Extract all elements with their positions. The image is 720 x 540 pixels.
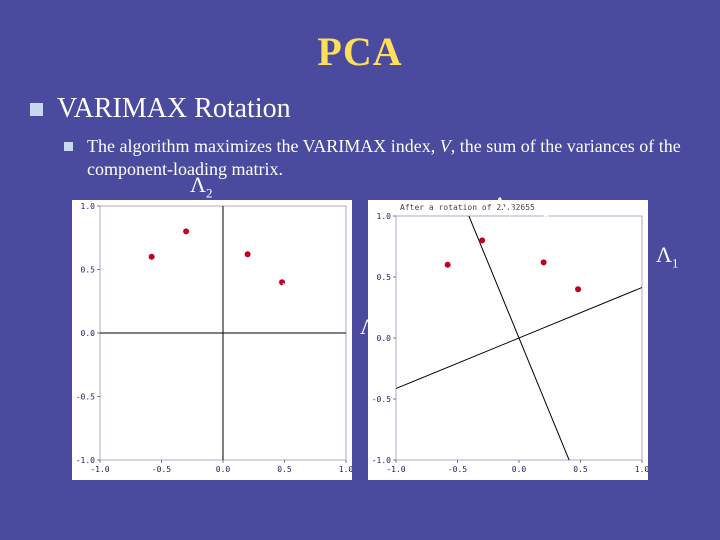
heading-text: VARIMAX Rotation (57, 93, 291, 125)
svg-text:-0.5: -0.5 (152, 465, 171, 474)
svg-text:0.0: 0.0 (377, 334, 392, 343)
point-label-x2: x2 (244, 236, 258, 251)
svg-text:-0.5: -0.5 (76, 393, 95, 402)
bullet-icon (64, 142, 73, 151)
point-label-x4: x4 (282, 278, 296, 293)
svg-text:0.0: 0.0 (512, 465, 527, 474)
svg-text:-1.0: -1.0 (372, 456, 391, 465)
svg-text:0.0: 0.0 (216, 465, 231, 474)
svg-text:1.0: 1.0 (377, 212, 392, 221)
svg-text:1.0: 1.0 (339, 465, 352, 474)
content-area: VARIMAX Rotation The algorithm maximizes… (0, 75, 720, 180)
svg-text:1.0: 1.0 (81, 202, 96, 211)
point-label-x1: x1 (128, 236, 142, 251)
body-prefix: The algorithm maximizes the VARIMAX inde… (87, 136, 440, 156)
svg-text:0.5: 0.5 (573, 465, 588, 474)
body-row: The algorithm maximizes the VARIMAX inde… (64, 135, 690, 180)
svg-text:1.0: 1.0 (635, 465, 648, 474)
point-label-x3: x3 (536, 212, 550, 227)
slide-title: PCA (0, 0, 720, 75)
lambda1-label: Λ1 (656, 242, 678, 271)
svg-text:-1.0: -1.0 (90, 465, 109, 474)
lambda2-label: Λ2 (492, 192, 514, 221)
heading-row: VARIMAX Rotation (30, 93, 690, 125)
body-variable: V (440, 136, 451, 156)
chart-right: Λ2 Λ1 x1 x3 x2 x4 After a rotation of 22… (368, 200, 648, 480)
chart-left: Λ2 Λ1 x1 x3 x2 x4 -1.0-1.0-0.5-0.50.00.0… (72, 200, 352, 480)
svg-text:-1.0: -1.0 (76, 456, 95, 465)
svg-text:-0.5: -0.5 (372, 395, 391, 404)
chart-right-svg: After a rotation of 22.32655 -1.0-1.0 -0.5… (368, 200, 648, 480)
svg-text:After a rotation of 22.32655: After a rotation of 22.32655 (400, 203, 535, 212)
point-label-x2: x2 (608, 238, 622, 253)
bullet-icon (30, 103, 43, 116)
svg-text:0.0: 0.0 (81, 329, 96, 338)
svg-text:-1.0: -1.0 (386, 465, 405, 474)
svg-text:0.5: 0.5 (81, 266, 96, 275)
point-label-x3: x3 (168, 210, 182, 225)
body-text: The algorithm maximizes the VARIMAX inde… (87, 135, 690, 180)
charts-container: Λ2 Λ1 x1 x3 x2 x4 -1.0-1.0-0.5-0.50.00.0… (0, 200, 720, 480)
svg-text:0.5: 0.5 (277, 465, 292, 474)
svg-text:-0.5: -0.5 (448, 465, 467, 474)
point-label-x4: x4 (614, 300, 628, 315)
point-label-x1: x1 (440, 246, 454, 261)
chart-left-svg: -1.0-1.0 -0.5 -0.5 0.0 0.0 0.5 0.5 1.0 1.0 (72, 200, 352, 480)
svg-text:0.5: 0.5 (377, 273, 392, 282)
lambda2-label: Λ2 (190, 172, 212, 201)
